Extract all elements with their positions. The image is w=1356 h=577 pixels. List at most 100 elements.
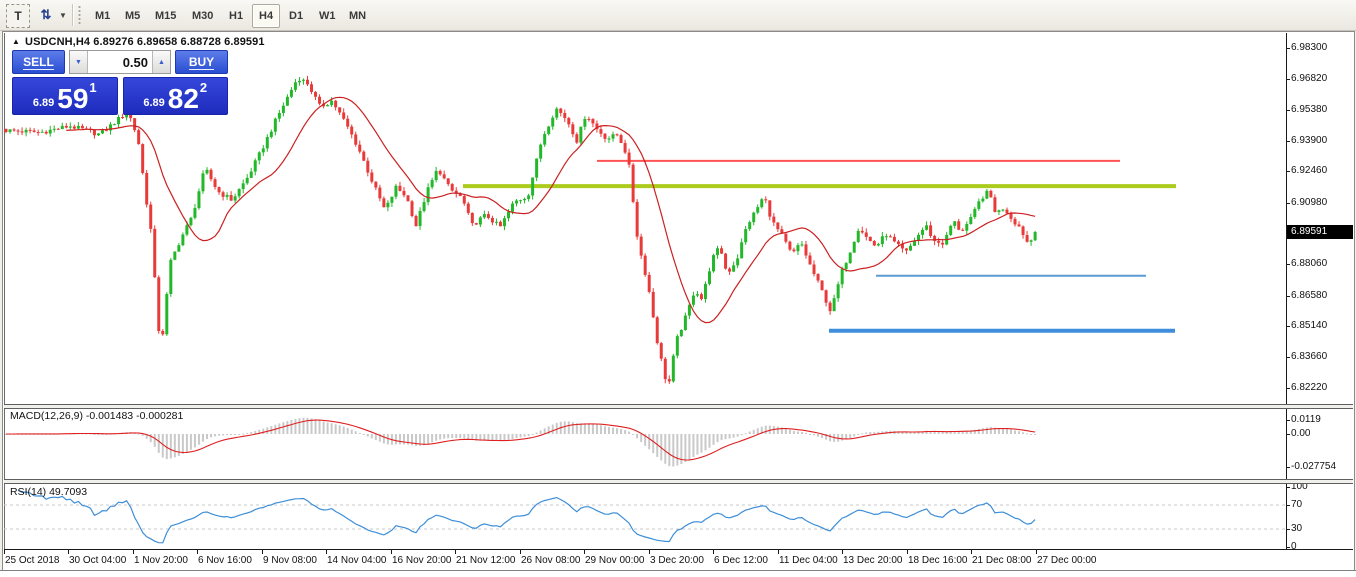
volume-decrement-button[interactable]: ▼ (70, 51, 88, 73)
price-axis-label: 6.92460 (1291, 165, 1328, 177)
timeframe-button-H1[interactable]: H1 (229, 10, 244, 22)
time-tick-mark (1036, 550, 1037, 554)
price-axis-label: 6.93900 (1291, 134, 1328, 146)
price-axis-line (1286, 33, 1287, 549)
time-tick-mark (197, 550, 198, 554)
plot-left-border (4, 33, 5, 549)
chart-title-row: ▲ USDCNH,H4 6.89276 6.89658 6.88728 6.895… (12, 36, 265, 48)
axis-tick-mark (1286, 529, 1290, 530)
axis-tick-mark (1286, 357, 1290, 359)
macd-panel[interactable] (4, 408, 1286, 478)
buy-button[interactable]: BUY (175, 50, 228, 74)
rsi-line (17, 489, 1036, 544)
axis-tick-mark (1286, 79, 1290, 81)
time-axis-label: 6 Dec 12:00 (714, 555, 768, 566)
time-tick-mark (713, 550, 714, 554)
time-tick-mark (326, 550, 327, 554)
timeframe-button-H4[interactable]: H4 (252, 4, 281, 28)
time-axis-label: 13 Dec 20:00 (843, 555, 903, 566)
macd-axis-label: -0.027754 (1291, 460, 1337, 472)
timeframe-button-M30[interactable]: M30 (192, 10, 214, 22)
time-axis-label: 25 Oct 2018 (5, 555, 60, 566)
time-axis-label: 11 Dec 04:00 (779, 555, 838, 566)
time-axis-label: 27 Dec 00:00 (1037, 555, 1097, 566)
toolbar-separator (72, 4, 74, 26)
time-axis-line (4, 549, 1353, 550)
time-axis-label: 18 Dec 16:00 (908, 555, 968, 566)
price-axis-label: 6.85140 (1291, 320, 1328, 332)
time-tick-mark (842, 550, 843, 554)
cycle-colors-icon[interactable]: ⇅ (40, 7, 52, 22)
time-tick-mark (584, 550, 585, 554)
chevron-down-icon[interactable]: ▼ (59, 10, 67, 20)
sell-button-label: SELL (23, 54, 54, 70)
time-axis-label: 30 Oct 04:00 (69, 555, 127, 566)
time-tick-mark (520, 550, 521, 554)
level-lines (463, 159, 1176, 333)
sell-price-sup: 1 (89, 80, 97, 95)
one-click-panel-toggle-icon[interactable]: ▲ (12, 37, 21, 46)
timeframe-button-MN[interactable]: MN (349, 10, 367, 22)
time-axis-label: 21 Nov 12:00 (456, 555, 516, 566)
panel-splitter-rsi[interactable] (4, 479, 1353, 484)
axis-tick-mark (1286, 295, 1290, 297)
sell-price-box[interactable]: 6.89 59 1 (12, 77, 118, 115)
time-axis-label: 3 Dec 20:00 (650, 555, 704, 566)
time-axis-label: 21 Dec 08:00 (972, 555, 1032, 566)
time-axis-label: 6 Nov 16:00 (198, 555, 252, 566)
time-axis-label: 1 Nov 20:00 (134, 555, 188, 566)
volume-stepper: ▼ ▲ (69, 50, 171, 74)
timeframe-button-M15[interactable]: M15 (155, 10, 177, 22)
time-tick-mark (649, 550, 650, 554)
rsi-panel[interactable] (4, 483, 1286, 548)
rsi-axis-label: 30 (1291, 523, 1303, 534)
toolbar-grip-handle[interactable] (78, 5, 81, 25)
sell-button[interactable]: SELL (12, 50, 65, 74)
buy-price-prefix: 6.89 (143, 97, 165, 109)
time-axis-label: 14 Nov 04:00 (327, 555, 387, 566)
axis-tick-mark (1286, 140, 1290, 142)
buy-price-big: 82 (167, 83, 199, 114)
time-tick-mark (391, 550, 392, 554)
panel-splitter-macd[interactable] (4, 404, 1353, 409)
axis-tick-mark (1286, 202, 1290, 204)
time-axis-label: 29 Nov 00:00 (585, 555, 645, 566)
price-axis-label: 6.82220 (1291, 381, 1328, 393)
price-axis-label: 6.95380 (1291, 103, 1328, 115)
timeframe-button-D1[interactable]: D1 (289, 10, 304, 22)
axis-tick-mark (1286, 326, 1290, 328)
macd-histogram (5, 417, 1037, 467)
one-click-trading-panel: SELL ▼ ▲ BUY 6.89 59 1 6.89 82 2 (12, 50, 228, 115)
axis-tick-mark (1286, 466, 1290, 468)
buy-price-box[interactable]: 6.89 82 2 (122, 77, 228, 115)
price-axis-label: 6.90980 (1291, 196, 1328, 208)
time-tick-mark (133, 550, 134, 554)
rsi-axis-label: 70 (1291, 499, 1303, 510)
time-tick-mark (4, 550, 5, 554)
volume-increment-button[interactable]: ▲ (152, 51, 170, 73)
buy-button-label: BUY (188, 54, 215, 70)
volume-input[interactable] (88, 51, 152, 73)
sell-price-big: 59 (57, 83, 89, 114)
price-chart[interactable] (4, 33, 1286, 403)
price-axis-label: 6.98300 (1291, 41, 1328, 53)
current-price-tag: 6.89591 (1287, 224, 1353, 239)
axis-tick-mark (1286, 547, 1290, 548)
macd-signal-line (6, 419, 1036, 461)
price-axis-label: 6.86580 (1291, 289, 1328, 301)
rsi-axis-label: 0 (1291, 541, 1297, 552)
time-tick-mark (68, 550, 69, 554)
price-axis-label: 6.83660 (1291, 351, 1328, 363)
timeframe-button-M5[interactable]: M5 (125, 10, 141, 22)
time-tick-mark (262, 550, 263, 554)
macd-axis-label: 0.0119 (1291, 413, 1321, 425)
time-tick-mark (455, 550, 456, 554)
macd-label: MACD(12,26,9) -0.001483 -0.000281 (10, 410, 184, 422)
axis-tick-mark (1286, 419, 1290, 421)
time-tick-mark (907, 550, 908, 554)
text-tool-button[interactable]: T (6, 4, 30, 28)
buy-price-sup: 2 (199, 80, 208, 95)
timeframe-button-M1[interactable]: M1 (95, 10, 111, 22)
timeframe-button-W1[interactable]: W1 (319, 10, 336, 22)
